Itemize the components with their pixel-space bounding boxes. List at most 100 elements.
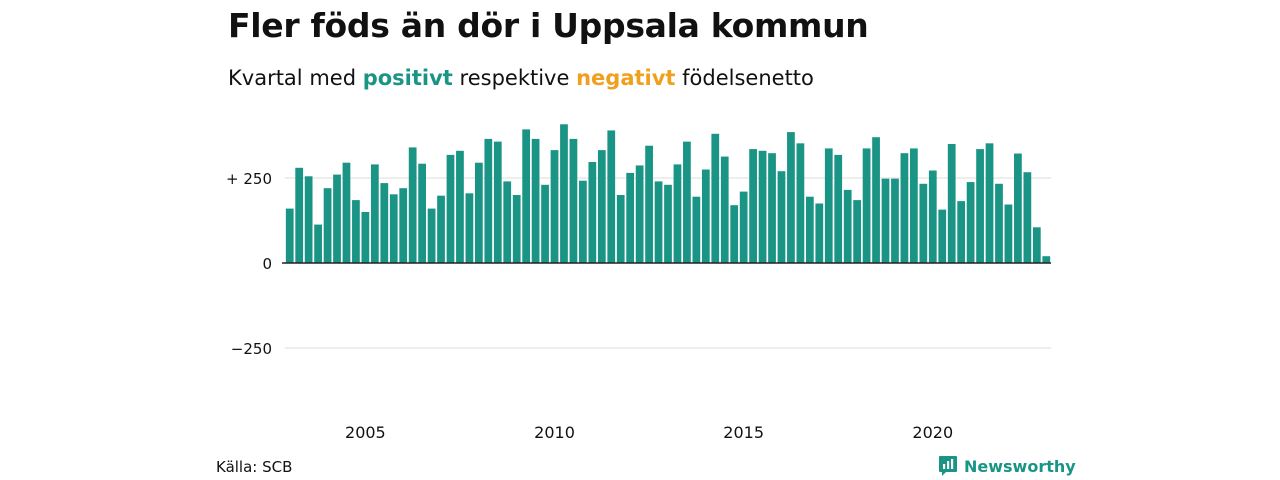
bar-2009-q2 (522, 129, 531, 263)
x-tick-label: 2020 (912, 423, 953, 442)
bar-2008-q2 (484, 138, 493, 263)
bar-2016-q3 (796, 143, 805, 263)
bar-2015-q4 (768, 153, 776, 263)
bar-2009-q3 (531, 138, 540, 263)
bar-2004-q1 (323, 188, 332, 263)
bar-2003-q4 (314, 224, 322, 263)
bar-2017-q1 (815, 203, 824, 263)
brand-name: Newsworthy (964, 456, 1076, 476)
bar-2005-q1 (361, 212, 370, 263)
x-tick-label: 2010 (534, 423, 575, 442)
bar-2011-q4 (616, 195, 625, 263)
bar-2018-q1 (853, 200, 862, 263)
y-tick-label: + 250 (226, 170, 272, 188)
bar-2003-q2 (295, 167, 304, 263)
bar-2017-q2 (824, 148, 833, 263)
bar-2014-q4 (730, 205, 739, 263)
bar-2010-q2 (560, 124, 568, 263)
bar-2019-q4 (919, 183, 928, 263)
subtitle-post: födelsenetto (682, 66, 814, 90)
bar-2021-q2 (976, 149, 984, 263)
bar-2014-q3 (720, 156, 729, 263)
bar-2012-q1 (626, 172, 635, 263)
bar-2022-q2 (1014, 153, 1022, 263)
bar-2014-q1 (701, 169, 710, 263)
chart-title: Fler föds än dör i Uppsala kommun (228, 6, 869, 45)
subtitle-positive-word: positivt (362, 66, 453, 90)
bar-2013-q4 (692, 196, 701, 263)
bar-2010-q1 (550, 150, 559, 263)
bar-2005-q4 (389, 194, 398, 263)
bar-2005-q3 (380, 183, 389, 263)
x-tick-label: 2005 (345, 423, 386, 442)
bar-2021-q1 (966, 182, 975, 263)
bar-2023-q1 (1042, 256, 1051, 263)
bar-2016-q2 (787, 132, 795, 263)
bar-2009-q1 (512, 195, 521, 263)
bar-2015-q1 (739, 191, 748, 263)
bar-2015-q2 (749, 149, 757, 263)
bar-2006-q4 (427, 208, 436, 263)
y-tick-label: 0 (262, 255, 272, 273)
bar-2016-q4 (805, 196, 814, 263)
bar-2004-q3 (342, 162, 351, 263)
bar-2010-q3 (569, 138, 578, 263)
source-note: Källa: SCB (216, 458, 293, 476)
bar-2006-q3 (418, 163, 427, 263)
bar-2007-q4 (465, 193, 474, 263)
bar-2015-q3 (758, 150, 767, 263)
y-tick-label: −250 (231, 340, 272, 358)
bar-2018-q3 (872, 137, 880, 263)
bar-2004-q2 (333, 174, 341, 263)
bar-2013-q2 (673, 164, 682, 263)
bar-2019-q3 (909, 148, 918, 263)
bar-2011-q1 (588, 162, 597, 263)
bar-2005-q2 (370, 164, 379, 263)
x-tick-label: 2015 (723, 423, 764, 442)
bar-2019-q1 (891, 178, 899, 263)
bar-2020-q4 (957, 201, 966, 263)
bar-2011-q3 (607, 130, 616, 263)
bar-2014-q2 (711, 133, 720, 263)
subtitle-negative-word: negativt (576, 66, 676, 90)
bar-2003-q3 (304, 176, 313, 263)
bar-2022-q4 (1032, 227, 1041, 263)
bar-2006-q1 (399, 188, 408, 263)
bar-2021-q4 (995, 183, 1003, 263)
subtitle-pre: Kvartal med (228, 66, 357, 90)
bar-2010-q4 (579, 180, 587, 263)
bar-2022-q3 (1023, 172, 1032, 263)
bar-2018-q4 (881, 178, 890, 263)
bar-2012-q3 (645, 145, 653, 263)
bar-2012-q4 (654, 181, 663, 263)
bar-2018-q2 (862, 148, 871, 263)
bar-2020-q2 (938, 209, 947, 263)
brand-logo: Newsworthy (938, 455, 1076, 477)
bar-2004-q4 (352, 200, 360, 263)
chart-subtitle: Kvartal med positivt respektive negativt… (228, 66, 814, 90)
bar-2008-q3 (493, 141, 502, 263)
bar-2003-q1 (285, 208, 294, 263)
bar-2017-q4 (843, 189, 852, 263)
bar-2007-q3 (456, 150, 464, 263)
bar-2009-q4 (541, 184, 549, 263)
subtitle-mid: respektive (459, 66, 570, 90)
bar-2007-q2 (446, 154, 455, 263)
chart-logo-icon (939, 456, 957, 476)
bar-2013-q3 (683, 141, 691, 263)
bar-2006-q2 (408, 147, 417, 263)
bar-2008-q4 (503, 181, 512, 263)
bar-2019-q2 (900, 153, 909, 263)
bar-2021-q3 (985, 143, 994, 263)
bar-2017-q3 (834, 154, 843, 263)
bar-2020-q1 (928, 170, 937, 263)
bar-2011-q2 (597, 150, 606, 263)
bar-2013-q1 (664, 184, 672, 263)
bar-2020-q3 (947, 144, 956, 263)
bar-2016-q1 (777, 171, 786, 263)
bar-2008-q1 (474, 162, 483, 263)
bar-2007-q1 (437, 195, 445, 263)
bar-2012-q2 (635, 165, 644, 263)
bar-2022-q1 (1004, 204, 1013, 263)
